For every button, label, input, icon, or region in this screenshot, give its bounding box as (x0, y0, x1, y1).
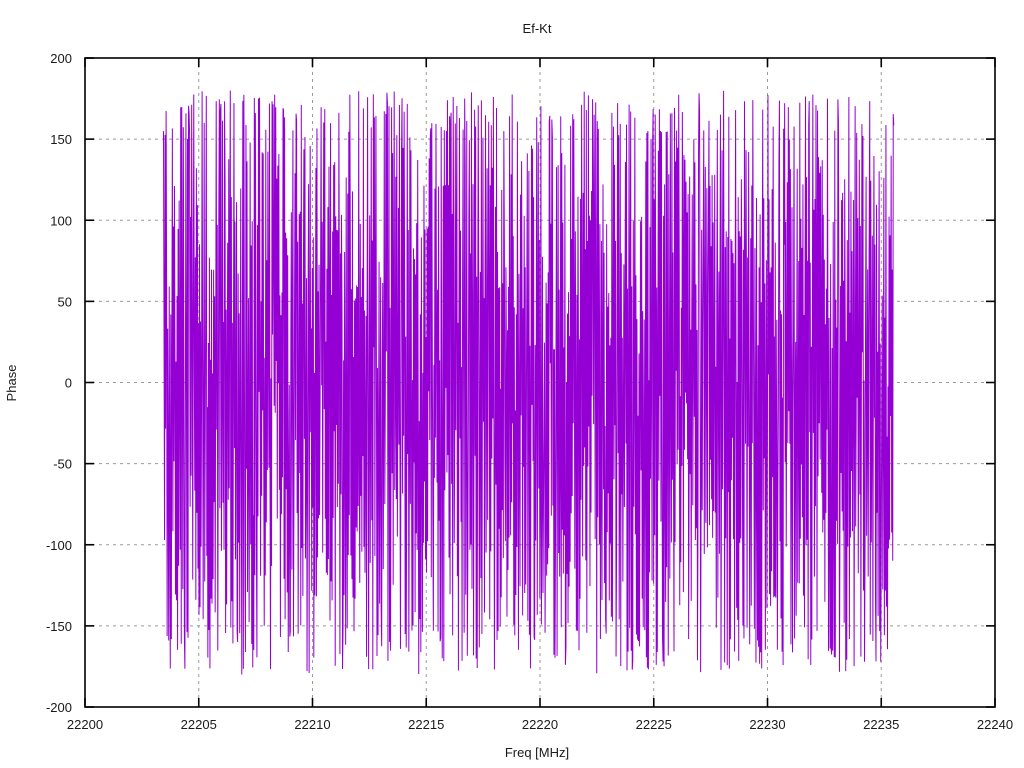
x-tick-label: 22215 (408, 717, 444, 732)
x-tick-label: 22225 (636, 717, 672, 732)
y-tick-label: 100 (50, 213, 72, 228)
y-tick-label: 50 (58, 294, 72, 309)
y-tick-label: -100 (46, 538, 72, 553)
x-tick-label: 22210 (294, 717, 330, 732)
y-tick-label: -200 (46, 700, 72, 715)
y-tick-label: 150 (50, 132, 72, 147)
x-tick-label: 22200 (67, 717, 103, 732)
y-tick-label: -150 (46, 619, 72, 634)
x-tick-label: 22220 (522, 717, 558, 732)
x-tick-label: 22230 (749, 717, 785, 732)
y-tick-label: 200 (50, 51, 72, 66)
x-tick-label: 22240 (977, 717, 1013, 732)
x-axis-tick-labels: 22200 22205 22210 22215 22220 22225 22230 22235… (67, 717, 1013, 732)
x-axis-label: Freq [MHz] (505, 745, 569, 760)
plot-border (84, 57, 996, 708)
x-tick-label: 22205 (181, 717, 217, 732)
data-series-line (162, 90, 895, 675)
y-tick-label: 0 (65, 376, 72, 391)
x-tick-label: 22235 (863, 717, 899, 732)
y-axis-label: Phase (4, 365, 19, 402)
data-series-group (162, 90, 895, 675)
y-tick-label: -50 (53, 457, 72, 472)
chart-title: Ef-Kt (523, 21, 552, 36)
y-axis-tick-labels: -200 -150 -100 -50 0 50 100 150 200 (46, 51, 72, 715)
